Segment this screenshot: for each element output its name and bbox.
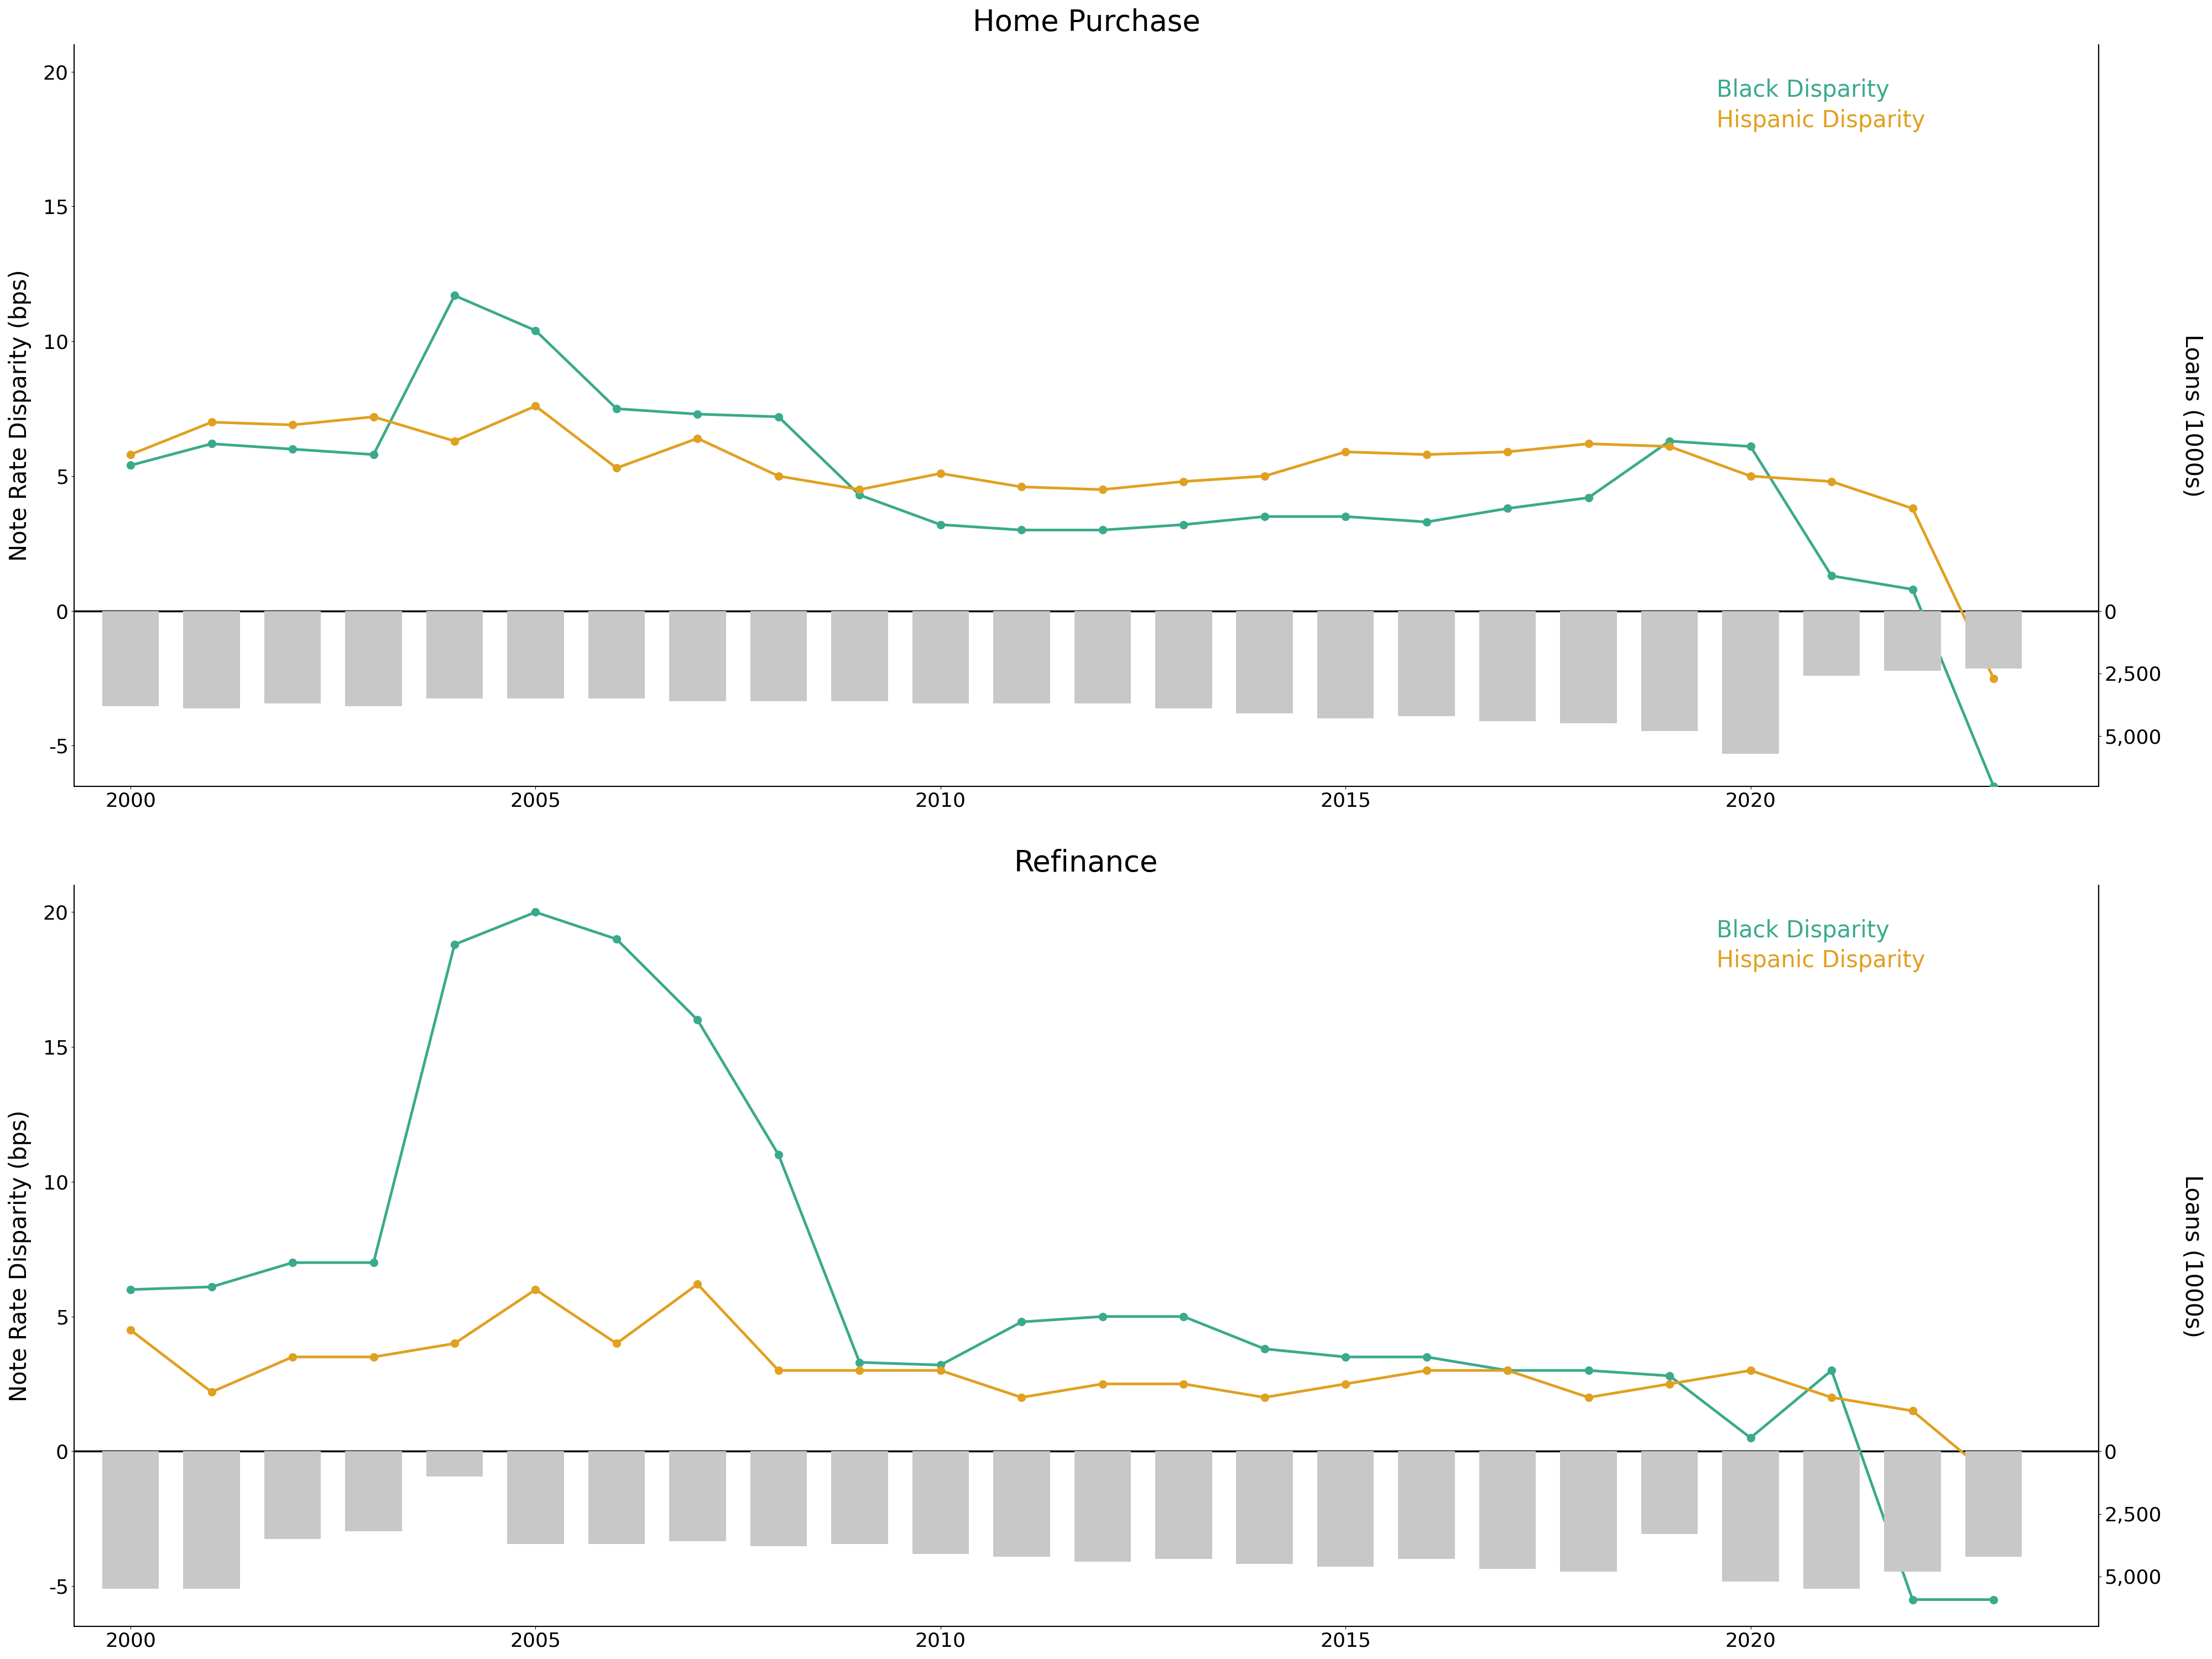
Bar bbox=[1075, 611, 1130, 703]
Bar bbox=[1075, 1452, 1130, 1561]
Bar bbox=[993, 1452, 1051, 1556]
Bar bbox=[1155, 1452, 1212, 1559]
Bar bbox=[1964, 611, 2022, 669]
Legend: Black Disparity, Hispanic Disparity: Black Disparity, Hispanic Disparity bbox=[1699, 78, 1924, 133]
Bar bbox=[345, 611, 403, 707]
Bar bbox=[184, 611, 239, 708]
Bar bbox=[1885, 1452, 1940, 1571]
Bar bbox=[670, 611, 726, 702]
Bar bbox=[1559, 611, 1617, 723]
Bar bbox=[427, 611, 482, 698]
Bar bbox=[832, 611, 887, 702]
Bar bbox=[102, 611, 159, 707]
Bar bbox=[1237, 1452, 1292, 1564]
Bar bbox=[1237, 611, 1292, 713]
Bar bbox=[588, 611, 646, 698]
Bar bbox=[1641, 1452, 1699, 1535]
Bar bbox=[1316, 1452, 1374, 1566]
Bar bbox=[1641, 611, 1699, 732]
Bar bbox=[1803, 1452, 1860, 1589]
Bar bbox=[263, 611, 321, 703]
Bar bbox=[507, 1452, 564, 1545]
Bar bbox=[102, 1452, 159, 1589]
Bar bbox=[750, 1452, 807, 1546]
Bar bbox=[588, 1452, 646, 1545]
Bar bbox=[993, 611, 1051, 703]
Bar bbox=[1480, 611, 1535, 722]
Bar bbox=[911, 1452, 969, 1554]
Title: Refinance: Refinance bbox=[1015, 849, 1159, 878]
Y-axis label: Note Rate Disparity (bps): Note Rate Disparity (bps) bbox=[9, 1110, 31, 1402]
Title: Home Purchase: Home Purchase bbox=[973, 8, 1201, 36]
Bar bbox=[1398, 611, 1455, 717]
Y-axis label: Loans (1000s): Loans (1000s) bbox=[2181, 1175, 2203, 1337]
Bar bbox=[911, 611, 969, 703]
Bar bbox=[832, 1452, 887, 1545]
Bar bbox=[1723, 1452, 1778, 1581]
Bar bbox=[427, 1452, 482, 1477]
Bar bbox=[1398, 1452, 1455, 1559]
Bar bbox=[345, 1452, 403, 1531]
Bar bbox=[184, 1452, 239, 1589]
Bar bbox=[1803, 611, 1860, 675]
Bar bbox=[1155, 611, 1212, 708]
Legend: Black Disparity, Hispanic Disparity: Black Disparity, Hispanic Disparity bbox=[1699, 919, 1924, 972]
Bar bbox=[1480, 1452, 1535, 1569]
Bar bbox=[1964, 1452, 2022, 1556]
Bar bbox=[1559, 1452, 1617, 1571]
Bar bbox=[670, 1452, 726, 1541]
Bar bbox=[507, 611, 564, 698]
Bar bbox=[750, 611, 807, 702]
Y-axis label: Loans (1000s): Loans (1000s) bbox=[2181, 333, 2203, 498]
Bar bbox=[263, 1452, 321, 1540]
Y-axis label: Note Rate Disparity (bps): Note Rate Disparity (bps) bbox=[9, 269, 31, 561]
Bar bbox=[1723, 611, 1778, 753]
Bar bbox=[1316, 611, 1374, 718]
Bar bbox=[1885, 611, 1940, 670]
